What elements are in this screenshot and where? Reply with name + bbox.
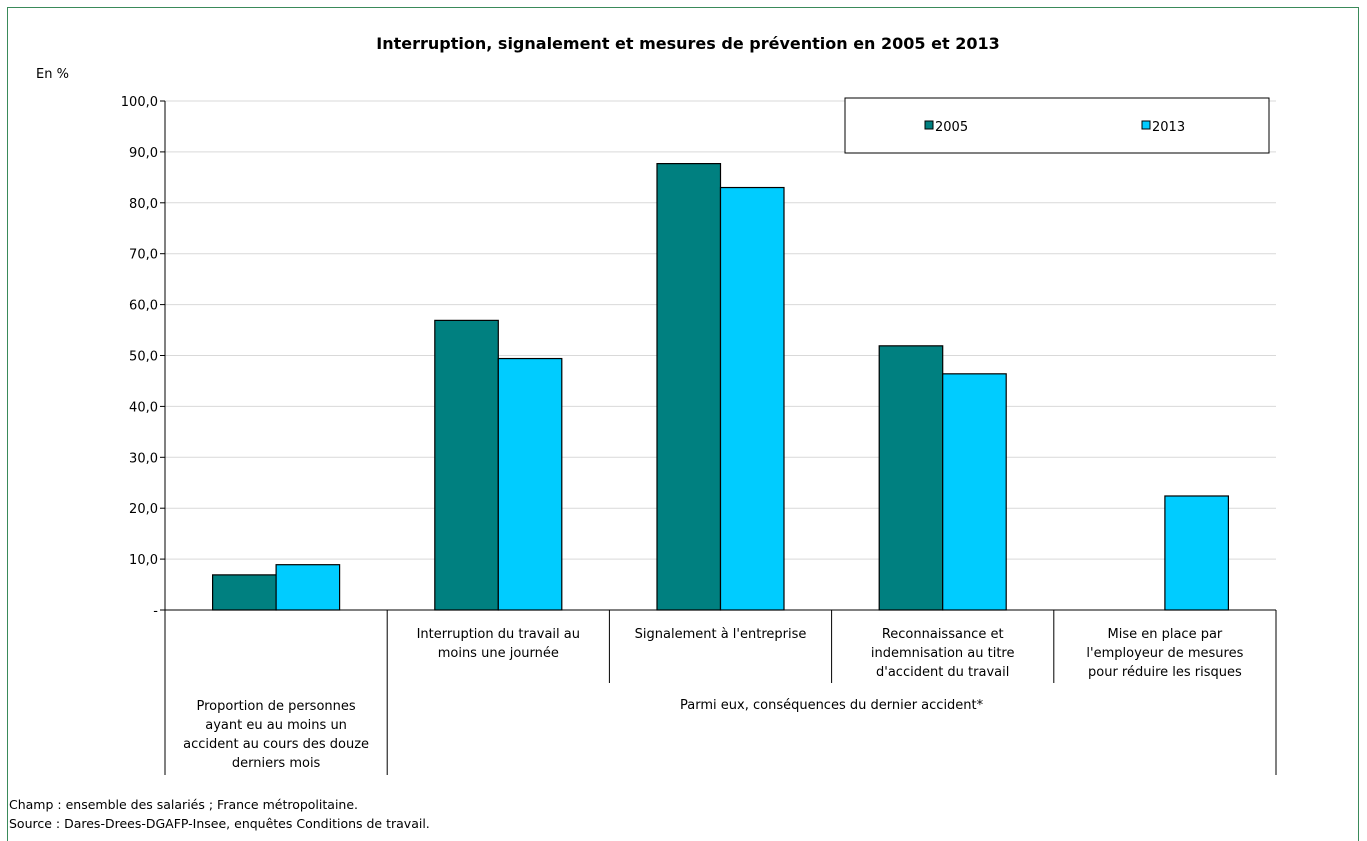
x-group-label: Parmi eux, conséquences du dernier accid… bbox=[680, 698, 984, 713]
bar-2005-cat-2 bbox=[434, 319, 499, 611]
legend: 2005 2013 bbox=[844, 97, 1270, 154]
category-labels: Proportion de personnes ayant eu au moins… bbox=[164, 610, 1277, 775]
y-tick-label: 10,0 bbox=[129, 553, 158, 568]
x-category-label: Proportion de personnes bbox=[197, 699, 356, 714]
y-tick-label: 30,0 bbox=[129, 451, 158, 466]
y-tick-label: 90,0 bbox=[129, 146, 158, 161]
legend-label-2005: 2005 bbox=[935, 120, 968, 135]
x-category-label: Interruption du travail au bbox=[417, 627, 580, 642]
legend-box bbox=[844, 97, 1270, 154]
x-category-label: accident au cours des douze bbox=[183, 737, 369, 752]
x-category-label: Signalement à l'entreprise bbox=[635, 627, 807, 642]
y-tick-label: 40,0 bbox=[129, 400, 158, 415]
unit-label: En % bbox=[36, 67, 69, 82]
bar-2013-cat-4 bbox=[942, 373, 1007, 611]
chart-title: Interruption, signalement et mesures de … bbox=[376, 34, 999, 53]
x-category-label: pour réduire les risques bbox=[1088, 665, 1242, 680]
bar-2013-cat-2 bbox=[497, 357, 563, 611]
bar-2013-cat-1 bbox=[275, 564, 341, 611]
bar-2005-cat-3 bbox=[656, 163, 722, 611]
x-category-label: Reconnaissance et bbox=[882, 627, 1004, 642]
x-category-label: l'employeur de mesures bbox=[1086, 646, 1243, 661]
chart-frame bbox=[7, 7, 1359, 841]
axes: - 10,0 20,0 30,0 40,0 50,0 60,0 70,0 80,0 90,0 100… bbox=[121, 95, 1276, 619]
y-tick-label: 80,0 bbox=[129, 197, 158, 212]
bar-2005-cat-1 bbox=[212, 574, 277, 611]
chart-notes: Champ : ensemble des salariés ; France m… bbox=[9, 795, 430, 833]
y-tick-label: - bbox=[153, 604, 158, 619]
bars bbox=[212, 163, 1230, 611]
bar-2005-cat-4 bbox=[878, 345, 944, 611]
champ-note: Champ : ensemble des salariés ; France m… bbox=[9, 797, 358, 812]
x-category-label: d'accident du travail bbox=[876, 665, 1009, 680]
legend-label-2013: 2013 bbox=[1152, 120, 1185, 135]
y-tick-label: 100,0 bbox=[121, 95, 158, 110]
x-category-label: indemnisation au titre bbox=[871, 646, 1015, 661]
bar-2013-cat-3 bbox=[719, 186, 785, 611]
y-tick-label: 60,0 bbox=[129, 299, 158, 314]
y-tick-label: 20,0 bbox=[129, 502, 158, 517]
bar-2013-cat-5 bbox=[1164, 495, 1230, 611]
y-tick-label: 70,0 bbox=[129, 248, 158, 263]
legend-swatch-2013 bbox=[1141, 120, 1151, 130]
x-category-label: Mise en place par bbox=[1108, 627, 1223, 642]
y-tick-label: 50,0 bbox=[129, 350, 158, 365]
x-category-label: moins une journée bbox=[438, 646, 559, 661]
source-note: Source : Dares-Drees-DGAFP-Insee, enquêt… bbox=[9, 816, 430, 831]
legend-swatch-2005 bbox=[924, 120, 934, 130]
x-category-label: derniers mois bbox=[232, 756, 321, 771]
x-category-label: ayant eu au moins un bbox=[205, 718, 347, 733]
